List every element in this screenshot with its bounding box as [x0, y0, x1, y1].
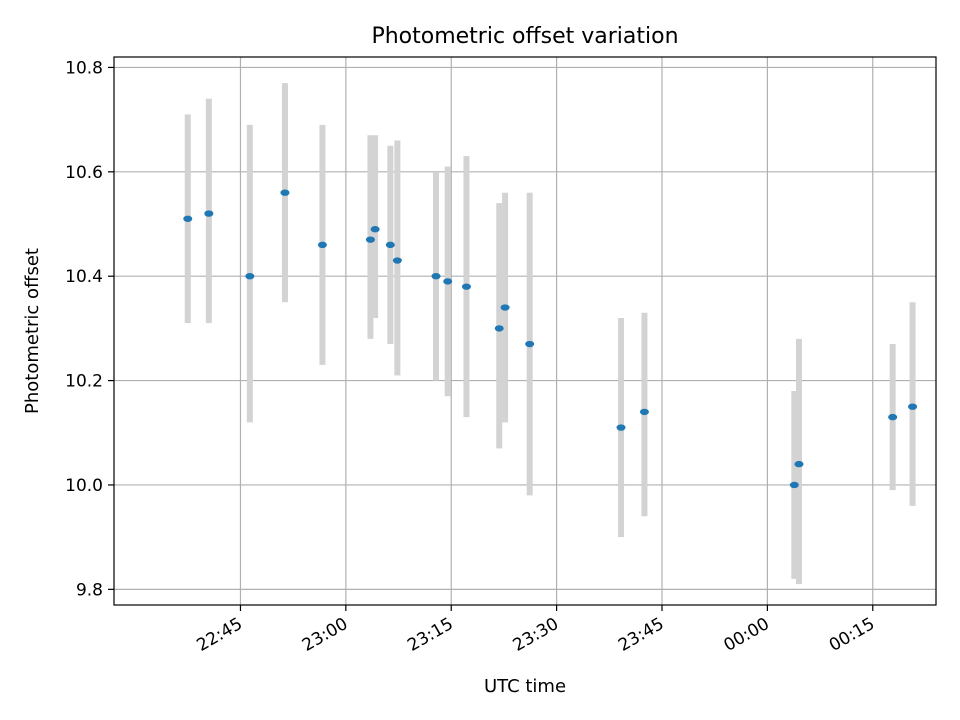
data-point	[183, 215, 193, 222]
y-tick-label: 10.2	[65, 372, 103, 392]
data-point	[461, 283, 471, 290]
data-point	[370, 226, 380, 233]
x-axis-label: UTC time	[484, 676, 566, 697]
y-tick-label: 10.8	[65, 58, 103, 78]
data-point	[443, 278, 453, 285]
y-tick-label: 10.4	[65, 267, 103, 287]
y-tick-label: 9.8	[76, 580, 103, 600]
chart-title: Photometric offset variation	[371, 24, 678, 49]
y-tick-label: 10.0	[65, 476, 103, 496]
data-point	[500, 304, 510, 311]
data-point	[908, 403, 918, 410]
data-point	[616, 424, 626, 431]
plot-frame	[113, 56, 937, 606]
data-point	[317, 241, 327, 249]
data-point	[365, 236, 375, 243]
data-point	[280, 189, 290, 196]
y-axis-label: Photometric offset	[22, 248, 43, 414]
y-axis-ticks: 9.8 10.0 10.2 10.4 10.6 10.8	[65, 58, 114, 600]
data-point	[525, 340, 535, 348]
y-tick-label: 10.6	[65, 163, 103, 183]
data-point	[639, 408, 649, 416]
data-point	[392, 257, 402, 264]
data-points	[183, 189, 918, 489]
data-point	[494, 325, 504, 332]
data-point	[888, 413, 898, 421]
data-point	[789, 481, 799, 489]
data-point	[245, 273, 255, 280]
data-point	[385, 241, 395, 249]
data-point	[204, 210, 214, 217]
data-point	[431, 273, 441, 280]
data-point	[794, 460, 804, 468]
